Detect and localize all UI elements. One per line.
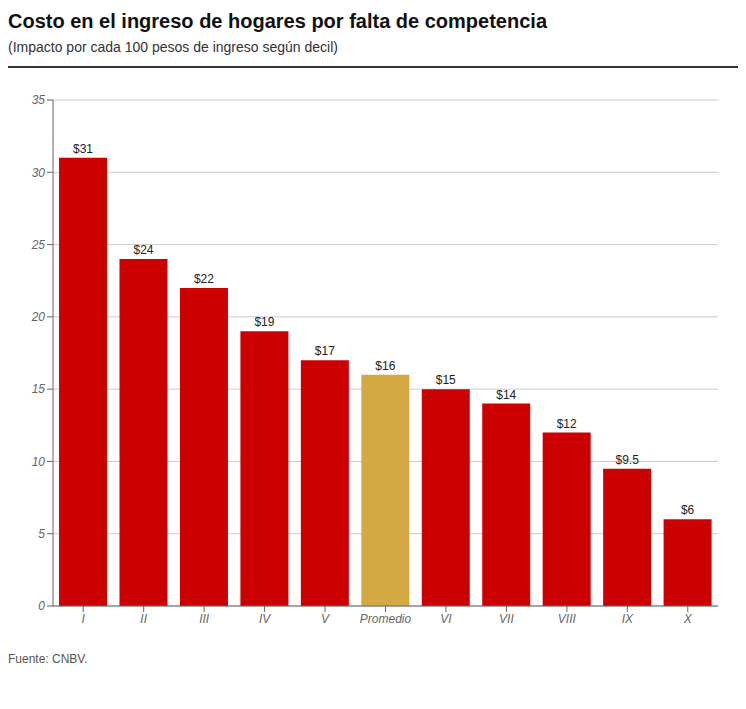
html-text:Costo en el ingreso de hogares: Costo en el ingreso de hogares por falta… (8, 10, 547, 32)
svg-text:VII: VII (499, 612, 514, 626)
svg-text:$17: $17 (315, 344, 335, 358)
svg-text:$9.5: $9.5 (615, 453, 639, 467)
svg-text:IX: IX (622, 612, 634, 626)
svg-text:5: 5 (38, 527, 45, 541)
svg-text:VI: VI (440, 612, 452, 626)
svg-text:$6: $6 (681, 503, 695, 517)
svg-text:15: 15 (32, 382, 46, 396)
svg-text:10: 10 (32, 455, 46, 469)
svg-text:IV: IV (259, 612, 271, 626)
svg-text:$15: $15 (436, 373, 456, 387)
svg-text:$31: $31 (73, 142, 93, 156)
svg-text:20: 20 (31, 310, 46, 324)
svg-text:25: 25 (31, 238, 46, 252)
svg-text:III: III (199, 612, 210, 626)
svg-text:$14: $14 (496, 388, 516, 402)
svg-text:X: X (683, 612, 693, 626)
svg-text:$22: $22 (194, 272, 214, 286)
svg-text:I: I (82, 612, 86, 626)
svg-text:35: 35 (32, 93, 46, 107)
svg-text:$12: $12 (557, 417, 577, 431)
svg-text:VIII: VIII (558, 612, 577, 626)
svg-text:30: 30 (32, 166, 46, 180)
html-text:Fuente: CNBV.: Fuente: CNBV. (8, 652, 88, 666)
svg-text:II: II (140, 612, 147, 626)
html-text:(Impacto por cada 100 pesos de: (Impacto por cada 100 pesos de ingreso s… (8, 39, 338, 55)
svg-text:0: 0 (38, 599, 45, 613)
svg-text:$19: $19 (254, 315, 274, 329)
svg-text:V: V (321, 612, 330, 626)
svg-text:Promedio: Promedio (360, 612, 412, 626)
svg-text:$16: $16 (375, 359, 395, 373)
svg-text:$24: $24 (133, 243, 153, 257)
